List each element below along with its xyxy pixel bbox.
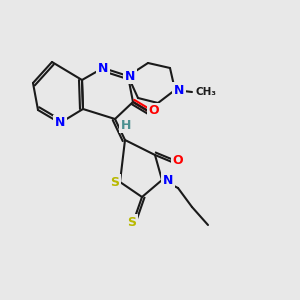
Text: O: O <box>149 104 159 118</box>
Text: N: N <box>125 70 135 83</box>
Text: H: H <box>121 119 131 132</box>
Text: S: S <box>110 176 119 188</box>
Text: N: N <box>174 83 184 97</box>
Text: S: S <box>128 215 136 229</box>
Text: N: N <box>55 116 65 130</box>
Text: N: N <box>98 61 108 74</box>
Text: O: O <box>173 154 183 166</box>
Text: CH₃: CH₃ <box>196 87 217 97</box>
Text: N: N <box>163 173 173 187</box>
